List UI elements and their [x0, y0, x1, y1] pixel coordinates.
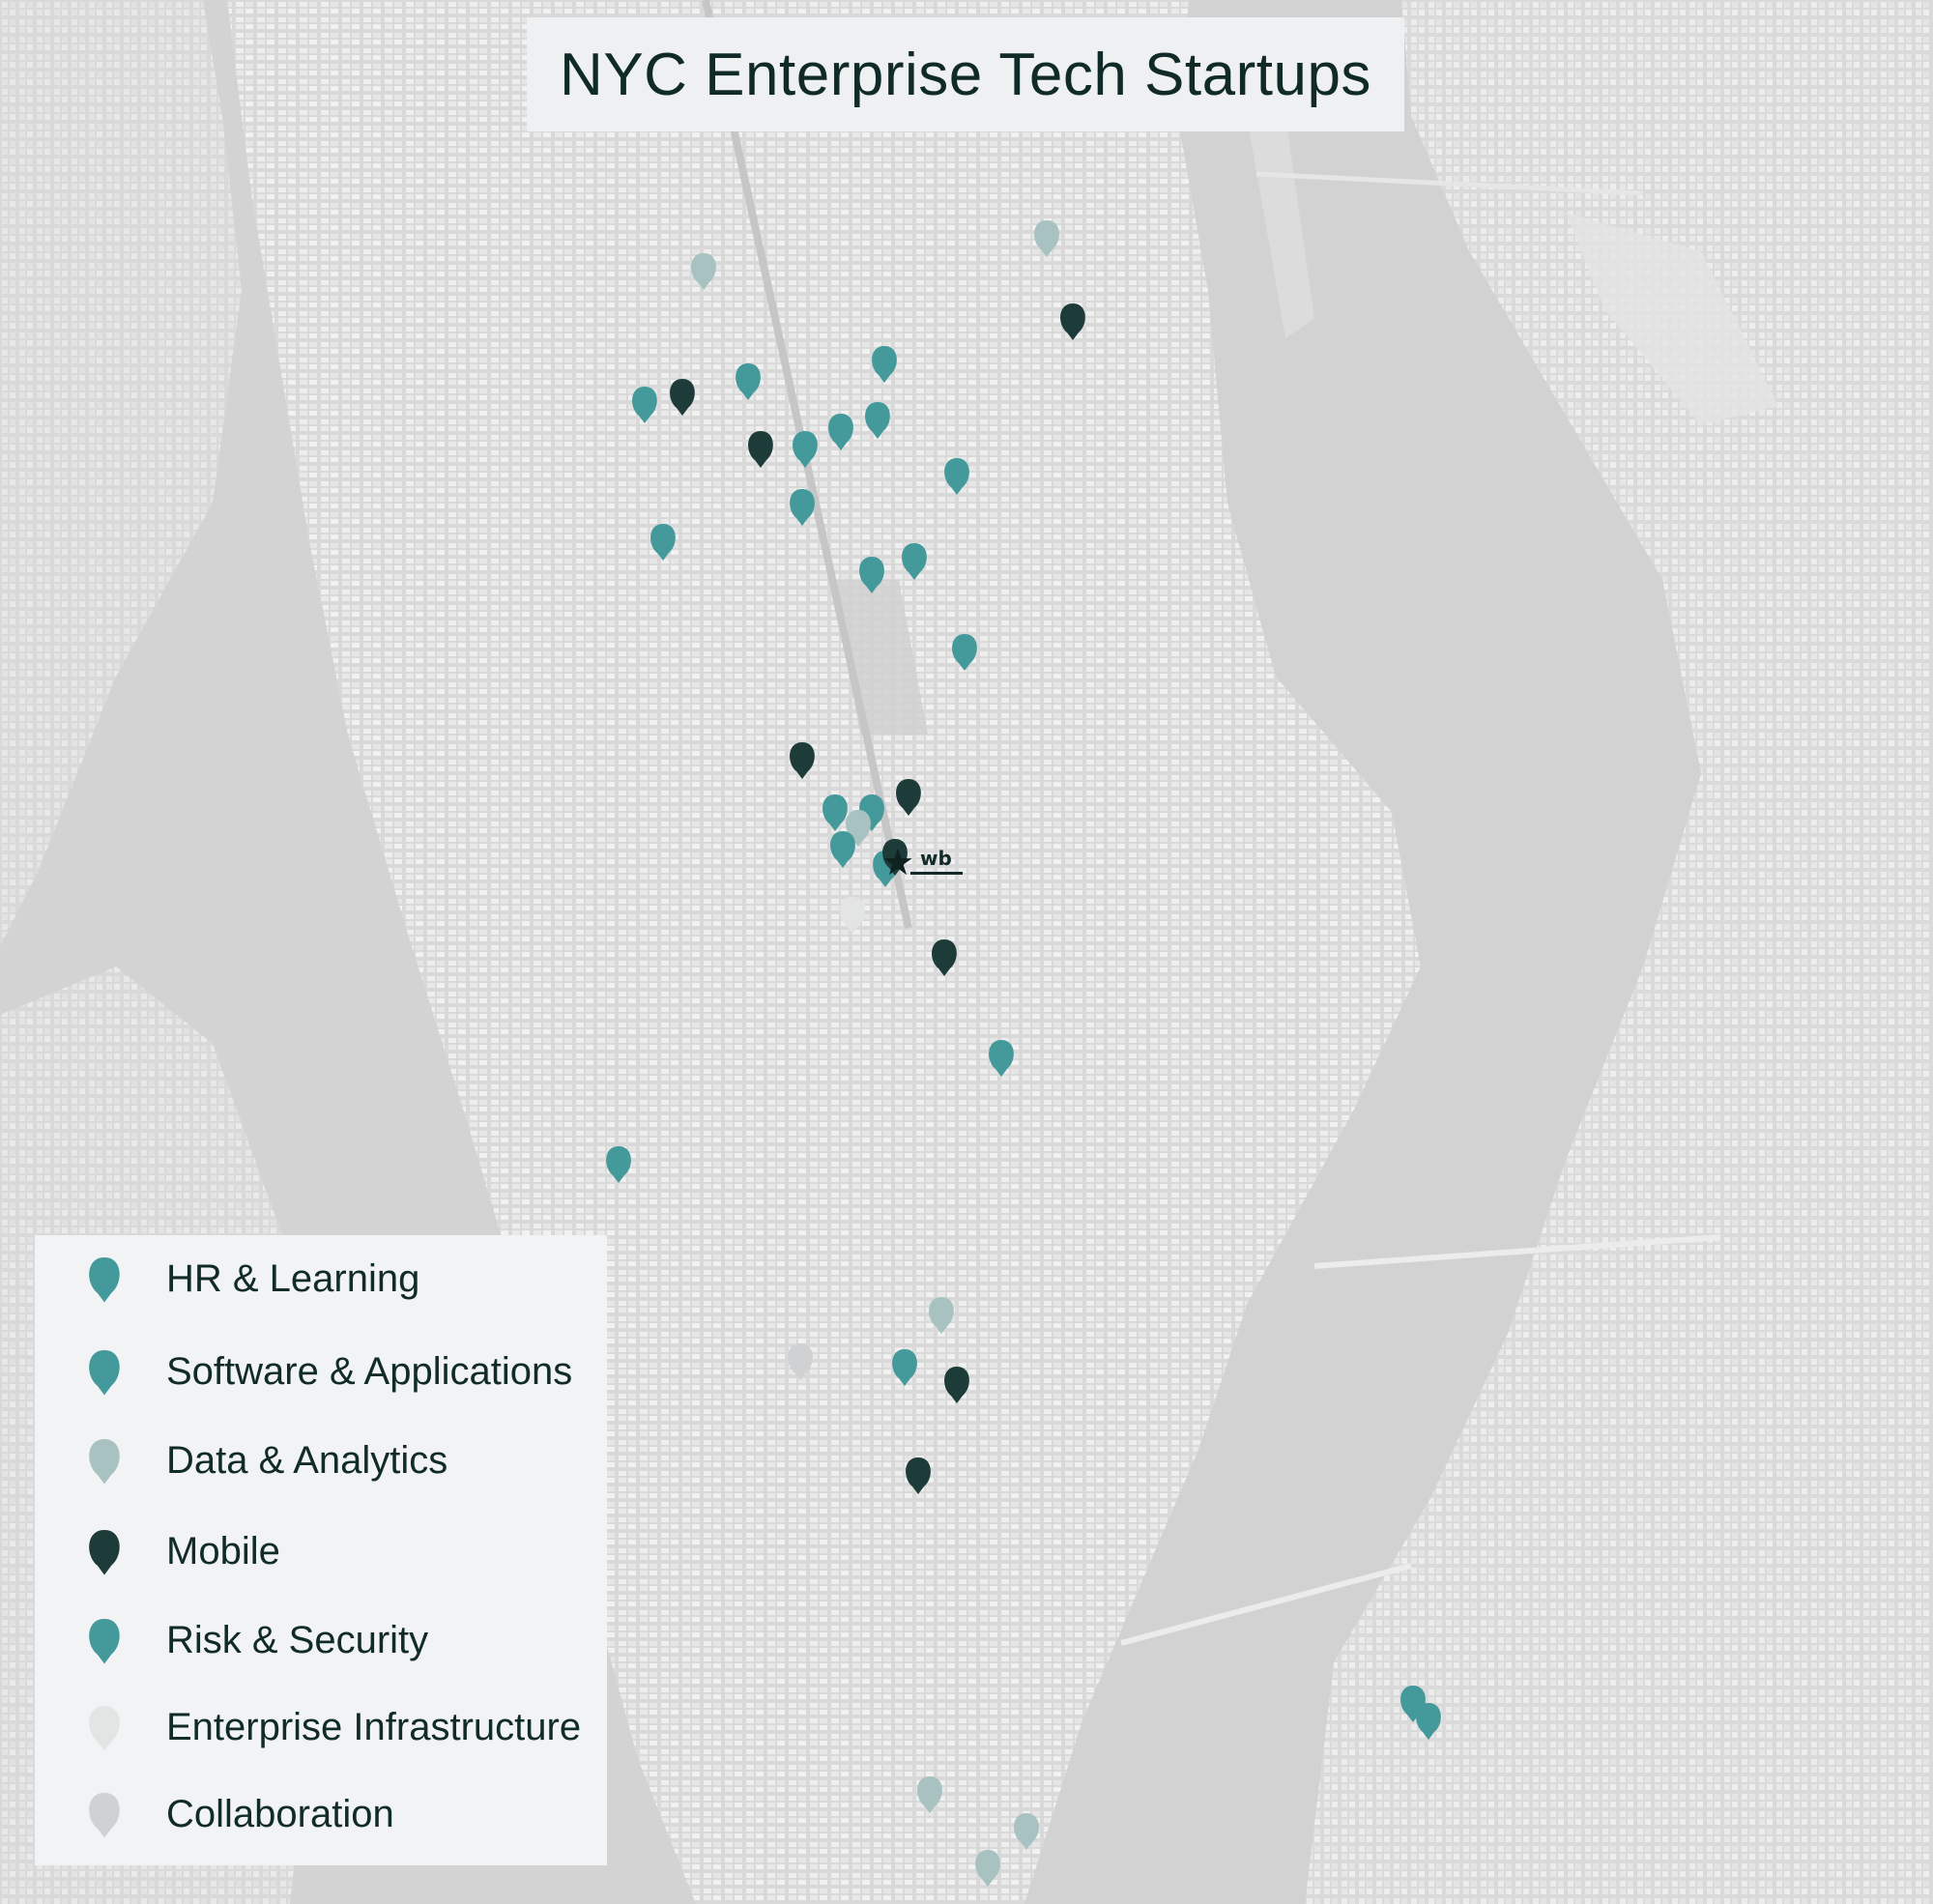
map-pin-icon[interactable]: [865, 402, 890, 439]
map-pin-icon: [89, 1793, 120, 1838]
map-pin-icon[interactable]: [989, 1040, 1014, 1077]
map-pin-icon[interactable]: [902, 543, 927, 580]
map-pin-icon[interactable]: [790, 742, 815, 779]
map-pin-icon[interactable]: [975, 1850, 1000, 1887]
map-pin-icon[interactable]: [882, 839, 908, 876]
map-pin-icon[interactable]: [896, 779, 921, 816]
map-pin-icon[interactable]: [830, 831, 855, 868]
legend-item-data-analytics[interactable]: Data & Analytics: [35, 1427, 607, 1494]
map-pin-icon[interactable]: [748, 431, 773, 468]
legend-label: Data & Analytics: [166, 1438, 448, 1482]
map-pin-icon: [89, 1619, 120, 1664]
map-pin-icon: [89, 1439, 120, 1485]
map-pin-icon: [89, 1257, 120, 1303]
map-pin-icon[interactable]: [932, 939, 957, 976]
map-pin-icon[interactable]: [670, 379, 695, 416]
map-pin-icon[interactable]: [790, 489, 815, 526]
legend-item-enterprise-infrastructure[interactable]: Enterprise Infrastructure: [35, 1693, 607, 1761]
legend-item-software-applications[interactable]: Software & Applications: [35, 1338, 607, 1405]
map-pin-icon[interactable]: [606, 1146, 631, 1183]
legend-panel: HR & Learning Software & Applications Data…: [35, 1235, 607, 1865]
map-pin-icon[interactable]: [793, 431, 818, 468]
star-icon[interactable]: ★: [881, 843, 915, 883]
legend-label: Collaboration: [166, 1792, 394, 1835]
map-pin-icon[interactable]: [872, 346, 897, 383]
map-pin-icon[interactable]: [822, 794, 848, 831]
legend-label: Risk & Security: [166, 1618, 429, 1661]
map-pin-icon: [89, 1350, 120, 1396]
map-pin-icon[interactable]: [892, 1349, 917, 1386]
map-pin-icon[interactable]: [917, 1776, 942, 1813]
map-pin-icon[interactable]: [1416, 1703, 1441, 1740]
legend-label: Mobile: [166, 1529, 280, 1572]
map-pin-icon[interactable]: [1014, 1813, 1039, 1850]
hq-marker-underline: [910, 872, 963, 875]
map-pin-icon[interactable]: [1034, 220, 1059, 257]
map-pin-icon[interactable]: [1060, 303, 1085, 340]
legend-item-risk-security[interactable]: Risk & Security: [35, 1606, 607, 1674]
legend-item-hr-learning[interactable]: HR & Learning: [35, 1245, 607, 1313]
map-pin-icon[interactable]: [736, 363, 761, 400]
map-pin-icon[interactable]: [929, 1297, 954, 1334]
map-pin-icon: [89, 1706, 120, 1751]
map-pin-icon[interactable]: [952, 634, 977, 671]
map-pin-icon[interactable]: [840, 897, 865, 934]
legend-item-mobile[interactable]: Mobile: [35, 1517, 607, 1585]
map-title-box: NYC Enterprise Tech Startups: [527, 17, 1404, 131]
hq-marker-label[interactable]: wb: [920, 847, 952, 870]
map-pin-icon[interactable]: [906, 1457, 931, 1494]
map-pin-icon[interactable]: [944, 458, 969, 495]
legend-item-collaboration[interactable]: Collaboration: [35, 1780, 607, 1848]
legend-label: HR & Learning: [166, 1256, 420, 1300]
legend-label: Enterprise Infrastructure: [166, 1705, 582, 1748]
map-title: NYC Enterprise Tech Startups: [560, 41, 1371, 108]
map-pin-icon[interactable]: [788, 1343, 813, 1380]
map-pin-icon[interactable]: [828, 414, 853, 450]
map-pin-icon[interactable]: [944, 1367, 969, 1403]
map-pin-icon[interactable]: [632, 387, 657, 423]
map-pin-icon[interactable]: [691, 253, 716, 290]
map-pin-icon[interactable]: [859, 557, 884, 593]
map-pin-icon[interactable]: [650, 524, 676, 561]
legend-label: Software & Applications: [166, 1349, 573, 1393]
map-pin-icon: [89, 1530, 120, 1575]
